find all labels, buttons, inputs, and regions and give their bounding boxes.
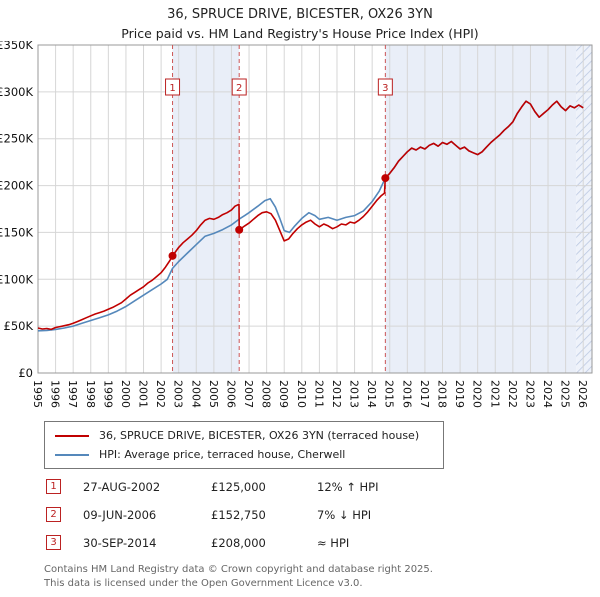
x-tick-label: 2016 bbox=[400, 380, 413, 408]
y-tick-label: £350K bbox=[0, 41, 33, 52]
x-tick-label: 1996 bbox=[49, 380, 62, 408]
sale-marker-number: 3 bbox=[382, 83, 388, 94]
x-tick-label: 2008 bbox=[260, 380, 273, 408]
x-tick-label: 2002 bbox=[154, 380, 167, 408]
footer-line-1: Contains HM Land Registry data © Crown c… bbox=[44, 564, 433, 575]
x-tick-label: 2025 bbox=[559, 380, 572, 408]
x-tick-label: 1997 bbox=[66, 380, 79, 408]
plot-border bbox=[37, 44, 593, 374]
x-tick-label: 2023 bbox=[523, 380, 536, 408]
y-tick-label: £200K bbox=[0, 179, 33, 193]
transaction-row-3: 3 30-SEP-2014 £208,000 ≈ HPI bbox=[46, 535, 600, 550]
sale-point bbox=[235, 225, 244, 234]
transaction-2-hpi: 7% ↓ HPI bbox=[317, 507, 372, 522]
x-tick-label: 2007 bbox=[242, 380, 255, 408]
transaction-2-date: 09-JUN-2006 bbox=[83, 507, 157, 522]
y-tick-label: £0 bbox=[18, 366, 33, 380]
legend-item-property: 36, SPRUCE DRIVE, BICESTER, OX26 3YN (te… bbox=[53, 426, 435, 445]
sale-marker-box bbox=[377, 78, 393, 96]
sale-marker-box bbox=[231, 78, 247, 96]
transaction-1-marker: 1 bbox=[46, 479, 61, 494]
x-tick-label: 2018 bbox=[436, 380, 449, 408]
transaction-3-date: 30-SEP-2014 bbox=[83, 535, 157, 550]
sale-marker-number: 1 bbox=[169, 83, 175, 94]
price-paid-line bbox=[37, 100, 584, 331]
shaded-band bbox=[385, 45, 577, 373]
x-tick-label: 2006 bbox=[224, 380, 237, 408]
x-tick-label: 2009 bbox=[277, 380, 290, 408]
x-tick-label: 2011 bbox=[312, 380, 325, 408]
license-footer: Contains HM Land Registry data © Crown c… bbox=[44, 563, 600, 590]
x-tick-label: 2001 bbox=[137, 380, 150, 408]
legend-item-hpi: HPI: Average price, terraced house, Cher… bbox=[53, 445, 435, 464]
x-tick-label: 1998 bbox=[84, 380, 97, 408]
x-tick-label: 2022 bbox=[506, 380, 519, 408]
y-tick-label: £100K bbox=[0, 272, 33, 286]
x-tick-label: 2021 bbox=[488, 380, 501, 408]
sale-point bbox=[168, 251, 177, 260]
x-tick-label: 2012 bbox=[330, 380, 343, 408]
x-tick-label: 2013 bbox=[348, 380, 361, 408]
chart-title: 36, SPRUCE DRIVE, BICESTER, OX26 3YN bbox=[167, 7, 433, 22]
transaction-table: 1 27-AUG-2002 £125,000 12% ↑ HPI 2 09-JU… bbox=[46, 479, 600, 550]
y-tick-label: £150K bbox=[0, 225, 33, 239]
transaction-1-hpi: 12% ↑ HPI bbox=[317, 479, 379, 494]
transaction-1-price: £125,000 bbox=[211, 479, 266, 494]
x-tick-label: 1995 bbox=[31, 380, 44, 408]
x-tick-label: 2000 bbox=[119, 380, 132, 408]
y-tick-label: £250K bbox=[0, 132, 33, 146]
blue-line-swatch bbox=[55, 453, 89, 456]
legend-property-label: 36, SPRUCE DRIVE, BICESTER, OX26 3YN (te… bbox=[99, 429, 420, 442]
price-chart: 1 2 3 £0 £50K £100K £150K £200K £250K £300K £350K 1… bbox=[0, 41, 593, 408]
x-tick-label: 2004 bbox=[189, 380, 202, 408]
legend-hpi-label: HPI: Average price, terraced house, Cher… bbox=[99, 448, 346, 461]
sale-marker-number: 2 bbox=[236, 83, 242, 94]
chart-subtitle: Price paid vs. HM Land Registry's House … bbox=[121, 26, 479, 41]
transaction-2-price: £152,750 bbox=[211, 507, 266, 522]
y-tick-label: £300K bbox=[0, 85, 33, 99]
transaction-3-marker: 3 bbox=[46, 535, 61, 550]
x-tick-label: 2020 bbox=[471, 380, 484, 408]
footer-line-2: This data is licensed under the Open Gov… bbox=[44, 577, 363, 589]
x-tick-label: 2019 bbox=[453, 380, 466, 408]
sale-point bbox=[381, 174, 390, 183]
x-tick-label: 2014 bbox=[365, 380, 378, 408]
transaction-row-1: 1 27-AUG-2002 £125,000 12% ↑ HPI bbox=[46, 479, 600, 494]
x-tick-label: 1999 bbox=[101, 380, 114, 408]
x-tick-label: 2005 bbox=[207, 380, 220, 408]
shaded-band bbox=[172, 45, 240, 373]
transaction-row-2: 2 09-JUN-2006 £152,750 7% ↓ HPI bbox=[46, 507, 600, 522]
x-tick-label: 2024 bbox=[541, 380, 554, 408]
x-tick-label: 2017 bbox=[418, 380, 431, 408]
future-hatch-band bbox=[576, 45, 592, 373]
transaction-1-date: 27-AUG-2002 bbox=[83, 479, 161, 494]
x-tick-label: 2026 bbox=[576, 380, 589, 408]
x-tick-label: 2015 bbox=[383, 380, 396, 408]
red-line-swatch bbox=[55, 434, 89, 437]
transaction-3-price: £208,000 bbox=[211, 535, 266, 550]
transaction-2-marker: 2 bbox=[46, 507, 61, 522]
x-tick-label: 2003 bbox=[172, 380, 185, 408]
y-tick-label: £50K bbox=[4, 319, 34, 333]
sale-marker-box bbox=[165, 78, 181, 96]
transaction-3-hpi: ≈ HPI bbox=[317, 535, 350, 550]
chart-legend: 36, SPRUCE DRIVE, BICESTER, OX26 3YN (te… bbox=[44, 421, 444, 469]
x-tick-label: 2010 bbox=[295, 380, 308, 408]
